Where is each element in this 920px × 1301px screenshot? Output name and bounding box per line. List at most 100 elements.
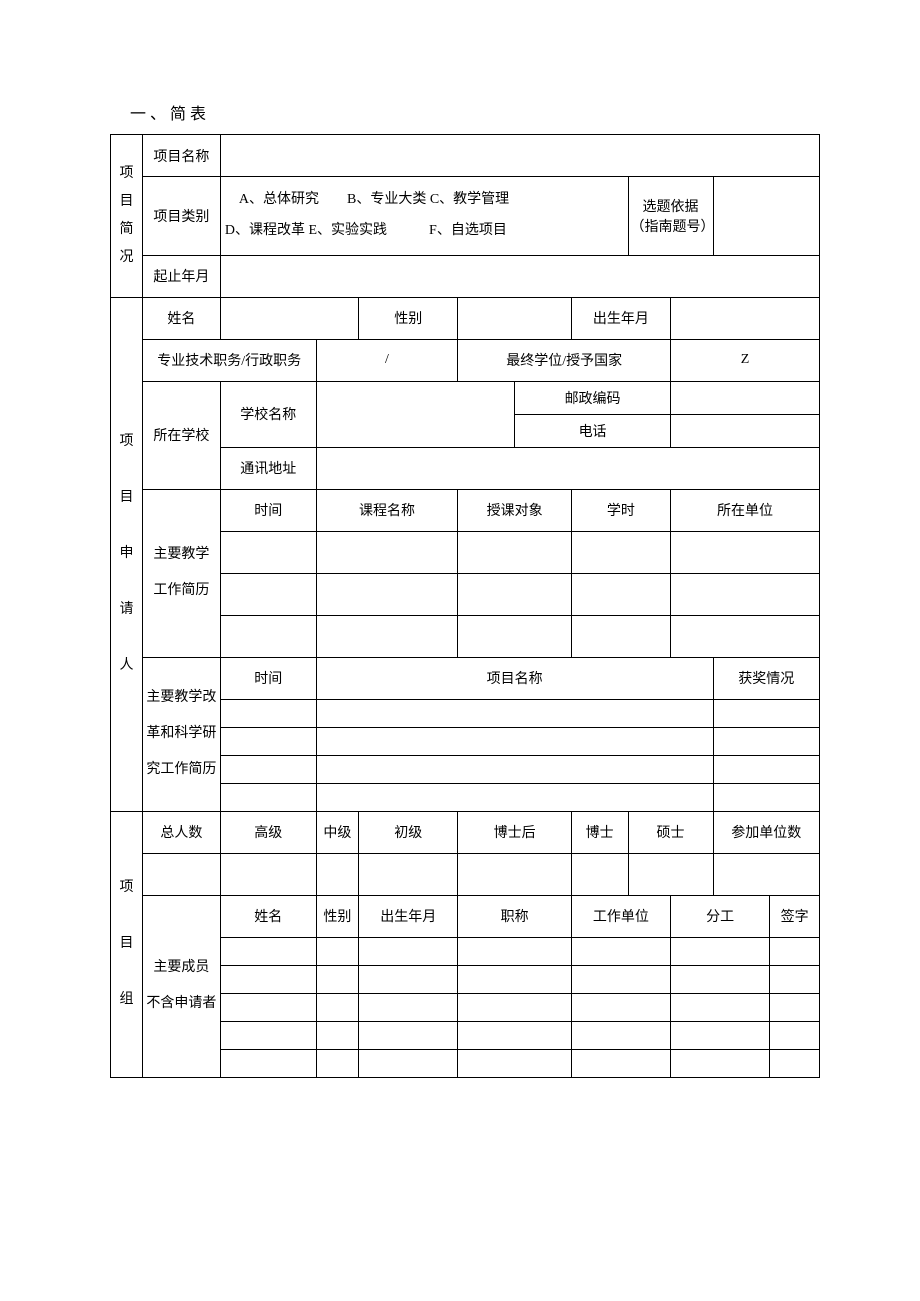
member-row — [571, 993, 670, 1021]
mid-label: 中级 — [316, 811, 359, 853]
teach-hours-col: 学时 — [571, 489, 670, 531]
member-name-col: 姓名 — [220, 895, 316, 937]
units-value — [713, 853, 819, 895]
tech-title-value: / — [316, 339, 458, 381]
member-row — [458, 1049, 571, 1077]
section3-header: 项 目 组 — [111, 811, 143, 1077]
teach-target-col: 授课对象 — [458, 489, 571, 531]
member-row — [359, 993, 458, 1021]
member-row — [671, 965, 770, 993]
address-value — [316, 447, 819, 489]
member-row — [359, 937, 458, 965]
total-value — [142, 853, 220, 895]
teach-row — [671, 573, 820, 615]
teach-unit-col: 所在单位 — [671, 489, 820, 531]
member-row — [671, 1021, 770, 1049]
member-row — [220, 937, 316, 965]
project-category-options: A、总体研究 B、专业大类 C、教学管理 D、课程改革 E、实验实践 F、自选项… — [220, 177, 628, 256]
member-row — [770, 1049, 820, 1077]
reform-row — [220, 727, 316, 755]
member-title-col: 职称 — [458, 895, 571, 937]
member-row — [220, 965, 316, 993]
master-label: 硕士 — [628, 811, 713, 853]
form-table: 项目简况 项目名称 项目类别 A、总体研究 B、专业大类 C、教学管理 D、课程… — [110, 134, 820, 1078]
period-value — [220, 255, 819, 297]
teach-row — [316, 531, 458, 573]
applicant-name-label: 姓名 — [142, 297, 220, 339]
teach-row — [458, 573, 571, 615]
teach-history-label: 主要教学 工作简历 — [142, 489, 220, 657]
degree-value: Z — [671, 339, 820, 381]
member-row — [571, 937, 670, 965]
applicant-gender-label: 性别 — [359, 297, 458, 339]
member-row — [316, 993, 359, 1021]
reform-project-col: 项目名称 — [316, 657, 713, 699]
member-row — [316, 1021, 359, 1049]
member-row — [671, 937, 770, 965]
teach-row — [458, 615, 571, 657]
postdoc-label: 博士后 — [458, 811, 571, 853]
section1-header: 项目简况 — [111, 135, 143, 298]
member-row — [571, 1021, 670, 1049]
member-row — [770, 993, 820, 1021]
reform-award-col: 获奖情况 — [713, 657, 819, 699]
reform-row — [713, 727, 819, 755]
postcode-label: 邮政编码 — [515, 381, 671, 414]
senior-value — [220, 853, 316, 895]
member-row — [316, 965, 359, 993]
members-label: 主要成员 不含申请者 — [142, 895, 220, 1077]
junior-value — [359, 853, 458, 895]
reform-row — [713, 699, 819, 727]
phone-label: 电话 — [515, 414, 671, 447]
reform-label: 主要教学改 革和科学研 究工作简历 — [142, 657, 220, 811]
member-row — [770, 937, 820, 965]
teach-row — [220, 531, 316, 573]
school-name-value — [316, 381, 515, 447]
reform-row — [220, 699, 316, 727]
reform-row — [713, 755, 819, 783]
mid-value — [316, 853, 359, 895]
senior-label: 高级 — [220, 811, 316, 853]
page-title: 一、简表 — [130, 100, 820, 124]
reform-row — [316, 755, 713, 783]
teach-row — [458, 531, 571, 573]
school-name-label: 学校名称 — [220, 381, 316, 447]
member-row — [770, 965, 820, 993]
member-role-col: 分工 — [671, 895, 770, 937]
units-label: 参加单位数 — [713, 811, 819, 853]
member-row — [359, 965, 458, 993]
reform-row — [316, 783, 713, 811]
teach-row — [571, 573, 670, 615]
teach-row — [671, 531, 820, 573]
postdoc-value — [458, 853, 571, 895]
member-row — [220, 1049, 316, 1077]
member-gender-col: 性别 — [316, 895, 359, 937]
teach-time-col: 时间 — [220, 489, 316, 531]
member-row — [316, 937, 359, 965]
member-row — [359, 1049, 458, 1077]
phone-value — [671, 414, 820, 447]
reform-row — [316, 727, 713, 755]
project-name-label: 项目名称 — [142, 135, 220, 177]
member-row — [458, 993, 571, 1021]
member-row — [316, 1049, 359, 1077]
member-row — [220, 993, 316, 1021]
member-row — [671, 993, 770, 1021]
teach-row — [571, 615, 670, 657]
postcode-value — [671, 381, 820, 414]
member-row — [359, 1021, 458, 1049]
address-label: 通讯地址 — [220, 447, 316, 489]
reform-row — [220, 783, 316, 811]
degree-label: 最终学位/授予国家 — [458, 339, 671, 381]
reform-row — [316, 699, 713, 727]
teach-course-col: 课程名称 — [316, 489, 458, 531]
member-sign-col: 签字 — [770, 895, 820, 937]
school-label: 所在学校 — [142, 381, 220, 489]
reform-row — [220, 755, 316, 783]
member-row — [571, 965, 670, 993]
section2-header: 项 目 申 请 人 — [111, 297, 143, 811]
member-row — [220, 1021, 316, 1049]
teach-row — [571, 531, 670, 573]
member-unit-col: 工作单位 — [571, 895, 670, 937]
teach-row — [316, 615, 458, 657]
